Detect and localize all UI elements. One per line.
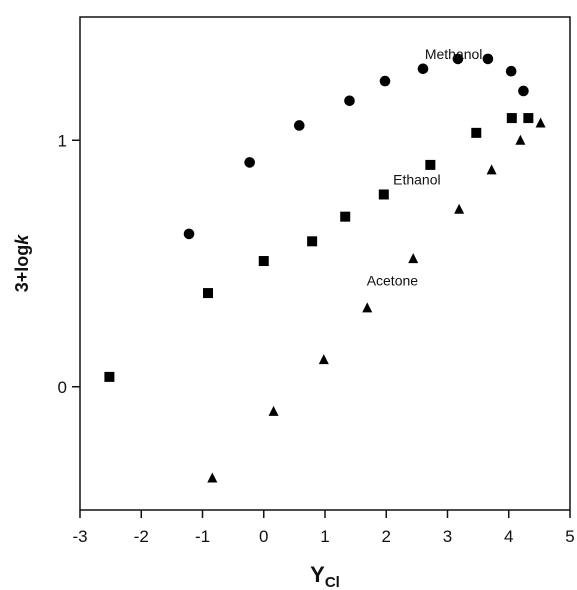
plot-border <box>79 16 571 511</box>
y-tick-label: 1 <box>58 131 67 150</box>
x-tick-label: -2 <box>134 527 149 546</box>
triangle-marker <box>362 302 373 313</box>
x-tick-label: 3 <box>443 527 452 546</box>
acetone-label: Acetone <box>367 273 419 289</box>
square-marker <box>523 113 534 124</box>
x-axis: -3 -2 -1 0 1 2 3 4 5 <box>72 510 575 546</box>
square-marker <box>340 211 351 222</box>
x-axis-title-main: Y <box>310 562 325 587</box>
series-layer <box>104 53 546 483</box>
series-ethanol <box>104 113 534 382</box>
x-tick-label: -3 <box>72 527 87 546</box>
y-axis: 01 <box>58 131 80 397</box>
circle-marker <box>505 65 517 77</box>
y-axis-title-italic: k <box>12 234 32 245</box>
y-axis-title-prefix: 3+log <box>12 245 32 293</box>
square-marker <box>425 159 436 170</box>
square-marker <box>258 256 269 267</box>
x-axis-title-subscript: Cl <box>325 574 340 590</box>
series-methanol <box>183 53 529 240</box>
square-marker <box>307 236 318 247</box>
triangle-marker <box>515 134 526 145</box>
circle-marker <box>379 75 391 87</box>
square-marker <box>378 189 389 200</box>
triangle-marker <box>207 472 218 483</box>
triangle-marker <box>535 117 546 128</box>
x-tick-label: 2 <box>382 527 391 546</box>
triangle-marker <box>268 405 279 416</box>
x-tick-label: 4 <box>504 527 513 546</box>
square-marker <box>104 371 115 382</box>
circle-marker <box>417 63 429 75</box>
circle-marker <box>518 85 529 97</box>
x-tick-label: 5 <box>565 527 574 546</box>
y-tick-label: 0 <box>58 378 67 397</box>
square-marker <box>203 288 214 299</box>
x-tick-label: -1 <box>195 527 210 546</box>
label-layer: Methanol Ethanol Acetone <box>367 46 483 289</box>
circle-marker <box>482 53 494 65</box>
y-axis-title: 3+logk <box>12 234 32 293</box>
methanol-label: Methanol <box>425 46 483 62</box>
triangle-marker <box>408 253 419 264</box>
circle-marker <box>452 53 464 65</box>
series-acetone <box>207 117 546 483</box>
x-axis-title: YCl <box>310 562 340 590</box>
x-tick-label: 0 <box>259 527 268 546</box>
ethanol-label: Ethanol <box>393 172 440 188</box>
triangle-marker <box>454 203 465 214</box>
circle-marker <box>183 228 195 240</box>
circle-marker <box>344 95 355 107</box>
circle-marker <box>293 120 305 131</box>
triangle-marker <box>318 354 329 365</box>
plot-frame <box>79 16 571 511</box>
square-marker <box>506 113 517 124</box>
x-tick-label: 1 <box>320 527 329 546</box>
square-marker <box>471 127 482 138</box>
circle-marker <box>244 157 255 168</box>
triangle-marker <box>486 164 497 175</box>
